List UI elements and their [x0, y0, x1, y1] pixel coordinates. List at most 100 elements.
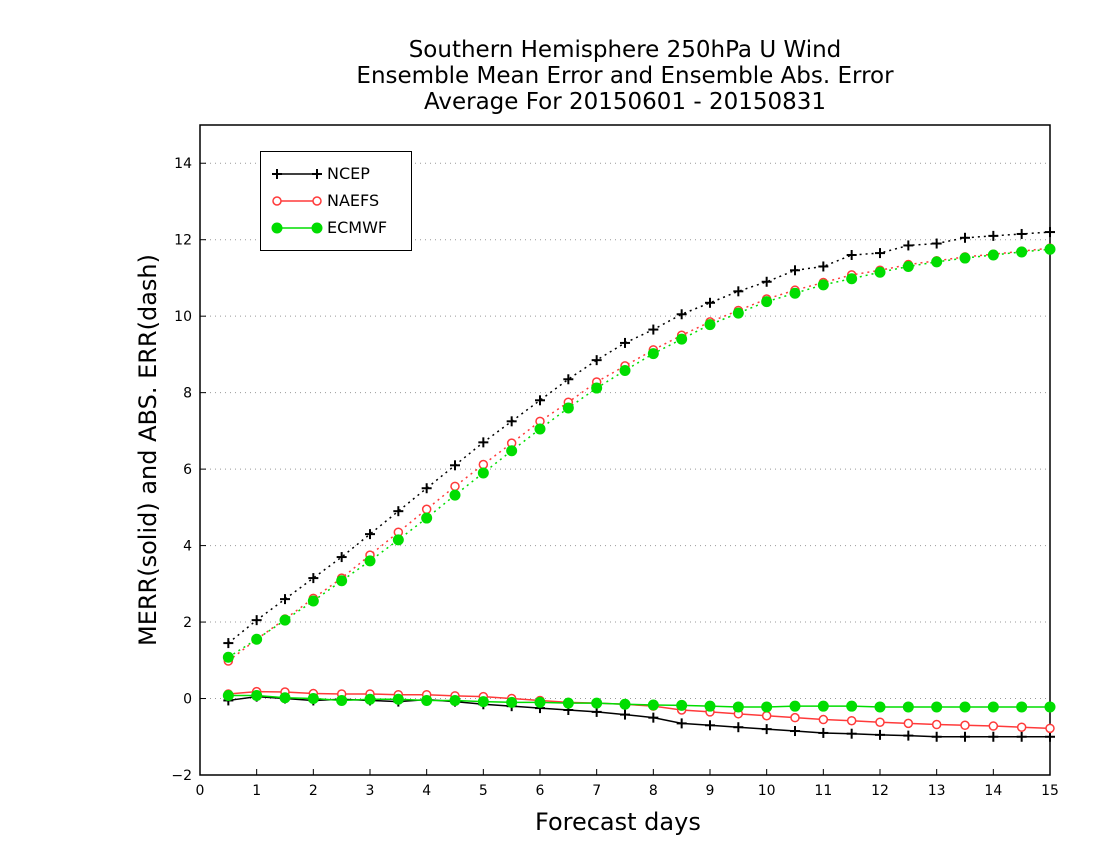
- legend-naefs-marker-icon: [272, 196, 322, 206]
- point-ncep-abs-err: [223, 638, 234, 649]
- point-ncep-merr: [761, 724, 772, 735]
- point-ecmwf-merr: [647, 699, 659, 711]
- point-ecmwf-abs-err: [704, 319, 716, 331]
- point-naefs-merr: [931, 719, 942, 730]
- point-ncep-merr: [960, 731, 970, 742]
- point-ecmwf-abs-err: [987, 249, 999, 261]
- point-ncep-abs-err: [308, 573, 319, 584]
- point-ncep-merr: [875, 729, 885, 740]
- point-ecmwf-merr: [222, 689, 234, 701]
- series-line-ecmwf-merr: [228, 694, 1050, 708]
- point-ncep-abs-err: [846, 250, 857, 260]
- point-ecmwf-abs-err: [251, 633, 263, 645]
- point-ecmwf-merr: [1016, 701, 1028, 713]
- x-tick-label: 10: [758, 783, 776, 799]
- point-ecmwf-merr: [506, 696, 518, 708]
- point-ecmwf-merr: [619, 698, 631, 710]
- point-ncep-abs-err: [1045, 227, 1055, 238]
- point-naefs-merr: [903, 718, 914, 729]
- point-ecmwf-abs-err: [619, 364, 631, 376]
- point-ncep-abs-err: [818, 261, 829, 272]
- x-tick-label: 6: [536, 783, 545, 799]
- point-ecmwf-merr: [704, 700, 716, 712]
- x-tick-label: 15: [1041, 783, 1059, 799]
- point-ncep-abs-err: [280, 594, 290, 605]
- point-ncep-abs-err: [365, 529, 375, 540]
- legend-item-ecmwf: ECMWF: [269, 216, 409, 240]
- point-naefs-merr: [960, 720, 970, 731]
- x-tick-label: 0: [196, 783, 205, 799]
- point-naefs-abs-err: [478, 459, 489, 470]
- point-ncep-abs-err: [591, 355, 602, 366]
- point-ncep-abs-err: [676, 309, 687, 320]
- legend-ecmwf-marker-icon: [271, 222, 323, 234]
- y-axis-label: MERR(solid) and ABS. ERR(dash): [134, 254, 162, 646]
- point-ecmwf-abs-err: [931, 256, 943, 268]
- point-ncep-merr: [790, 726, 800, 737]
- legend-ncep-marker-icon: [272, 169, 322, 179]
- point-ecmwf-abs-err: [336, 575, 348, 587]
- point-ecmwf-merr: [591, 697, 603, 709]
- point-ncep-abs-err: [648, 324, 659, 335]
- point-ecmwf-merr: [251, 689, 263, 701]
- point-naefs-merr: [846, 715, 857, 726]
- point-ecmwf-merr: [846, 700, 858, 712]
- chart-title-line-3: Average For 20150601 - 20150831: [423, 89, 827, 115]
- point-ecmwf-abs-err: [676, 333, 688, 345]
- point-ecmwf-abs-err: [307, 595, 319, 607]
- point-ncep-abs-err: [733, 286, 744, 297]
- point-ncep-merr: [676, 718, 687, 729]
- point-ncep-abs-err: [1016, 228, 1027, 239]
- point-ecmwf-merr: [817, 700, 829, 712]
- point-ecmwf-merr: [449, 694, 461, 706]
- point-ecmwf-merr: [307, 693, 319, 705]
- point-ecmwf-merr: [1044, 701, 1056, 713]
- y-tick-label: 0: [183, 692, 192, 708]
- point-ecmwf-merr: [676, 699, 688, 711]
- point-ncep-abs-err: [450, 460, 460, 471]
- x-tick-label: 2: [309, 783, 318, 799]
- point-ecmwf-abs-err: [562, 402, 574, 414]
- legend-item-ncep: NCEP: [269, 162, 409, 186]
- point-ecmwf-merr: [477, 696, 489, 708]
- y-tick-label: 12: [174, 233, 192, 249]
- point-ecmwf-merr: [987, 701, 999, 713]
- point-ecmwf-abs-err: [846, 273, 858, 285]
- plot-frame: [199, 124, 1051, 776]
- legend-item-naefs: NAEFS: [269, 189, 409, 213]
- point-ncep-abs-err: [790, 265, 800, 276]
- point-ecmwf-merr: [534, 696, 546, 708]
- series-line-ncep-merr: [228, 695, 1050, 738]
- point-ncep-abs-err: [705, 297, 715, 308]
- point-naefs-merr: [761, 710, 772, 721]
- x-tick-label: 4: [422, 783, 431, 799]
- legend-label-ncep: NCEP: [327, 164, 370, 183]
- point-ecmwf-merr: [421, 694, 433, 706]
- y-tick-label: 2: [183, 615, 192, 631]
- point-ncep-abs-err: [903, 240, 914, 251]
- point-ecmwf-abs-err: [534, 423, 546, 435]
- point-ecmwf-merr: [279, 692, 291, 704]
- y-tick-label: 6: [183, 462, 192, 478]
- point-ecmwf-merr: [364, 693, 376, 705]
- point-ecmwf-abs-err: [902, 260, 914, 272]
- y-tick-label: 4: [183, 539, 192, 555]
- x-tick-label: 13: [928, 783, 946, 799]
- point-ncep-merr: [705, 720, 715, 731]
- x-tick-label: 1: [252, 783, 261, 799]
- point-ecmwf-merr: [959, 701, 971, 713]
- point-ncep-abs-err: [875, 248, 885, 259]
- point-ecmwf-abs-err: [789, 287, 801, 299]
- point-ncep-abs-err: [393, 506, 404, 517]
- point-ncep-merr: [846, 728, 857, 739]
- x-tick-label: 8: [649, 783, 658, 799]
- x-tick-label: 11: [814, 783, 832, 799]
- point-ncep-merr: [648, 712, 659, 723]
- point-ecmwf-abs-err: [817, 279, 829, 291]
- point-ecmwf-abs-err: [392, 534, 404, 546]
- point-ncep-abs-err: [506, 416, 517, 427]
- point-ncep-abs-err: [988, 230, 999, 241]
- x-axis-label: Forecast days: [535, 808, 701, 836]
- point-naefs-abs-err: [421, 504, 432, 515]
- x-tick-label: 12: [871, 783, 889, 799]
